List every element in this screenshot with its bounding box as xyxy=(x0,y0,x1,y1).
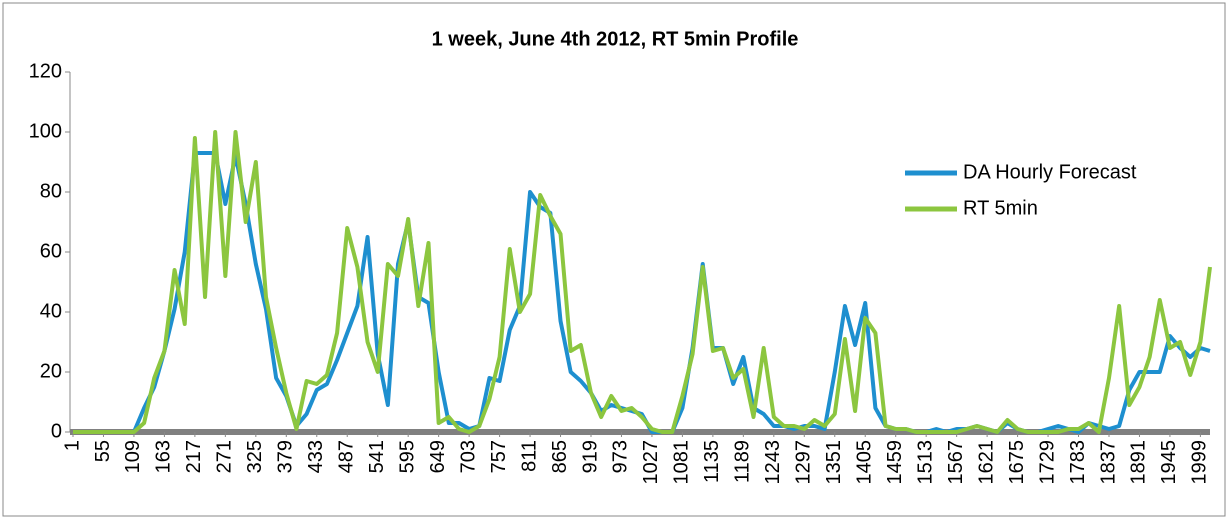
y-tick-label: 100 xyxy=(29,120,62,142)
x-tick-label: 1189 xyxy=(732,440,754,483)
y-tick-label: 120 xyxy=(29,60,62,82)
y-tick-label: 60 xyxy=(40,240,62,262)
x-tick-label: 1729 xyxy=(1036,440,1058,485)
y-tick-label: 80 xyxy=(40,180,62,202)
x-tick-label: 1675 xyxy=(1006,440,1028,485)
series-line xyxy=(73,130,1212,434)
x-tick-label: 1405 xyxy=(854,440,876,485)
x-tick-label: 1783 xyxy=(1067,440,1089,485)
x-tick-label: 1 xyxy=(61,440,83,451)
x-tick-label: 1567 xyxy=(945,440,967,485)
x-tick-label: 1135 xyxy=(701,440,723,483)
x-tick-label: 1243 xyxy=(762,440,784,485)
x-tick-label: 1351 xyxy=(823,440,845,485)
x-tick-label: 1513 xyxy=(914,440,936,485)
x-tick-label: 487 xyxy=(336,440,358,473)
x-tick-label: 109 xyxy=(122,440,144,473)
x-tick-label: 1459 xyxy=(884,440,906,485)
x-tick-label: 379 xyxy=(275,440,297,473)
x-tick-label: 757 xyxy=(488,440,510,473)
x-tick-label: 1837 xyxy=(1097,440,1119,485)
x-tick-label: 1891 xyxy=(1128,440,1150,485)
x-tick-label: 541 xyxy=(366,440,388,473)
x-tick-label: 217 xyxy=(183,440,205,473)
x-tick-label: 1945 xyxy=(1158,440,1180,485)
x-tick-label: 1999 xyxy=(1189,440,1211,485)
x-tick-label: 595 xyxy=(396,440,418,473)
x-tick-label: 55 xyxy=(92,440,114,462)
legend-label: RT 5min xyxy=(963,197,1038,219)
x-tick-label: 973 xyxy=(610,440,632,473)
x-tick-label: 1081 xyxy=(671,440,693,485)
x-tick-label: 433 xyxy=(305,440,327,473)
x-tick-label: 865 xyxy=(549,440,571,473)
x-tick-label: 703 xyxy=(457,440,479,473)
x-tick-label: 811 xyxy=(518,440,540,472)
x-tick-label: 325 xyxy=(244,440,266,473)
x-tick-label: 271 xyxy=(214,440,236,473)
x-tick-label: 1297 xyxy=(793,440,815,485)
chart-title: 1 week, June 4th 2012, RT 5min Profile xyxy=(432,28,799,50)
y-tick-label: 40 xyxy=(40,300,62,322)
x-tick-label: 1027 xyxy=(640,440,662,485)
x-tick-label: 163 xyxy=(153,440,175,473)
y-tick-label: 0 xyxy=(51,420,62,442)
legend-label: DA Hourly Forecast xyxy=(963,161,1137,183)
x-tick-label: 1621 xyxy=(975,440,997,485)
y-tick-label: 20 xyxy=(40,360,62,382)
x-tick-label: 649 xyxy=(427,440,449,473)
x-tick-label: 919 xyxy=(579,440,601,473)
